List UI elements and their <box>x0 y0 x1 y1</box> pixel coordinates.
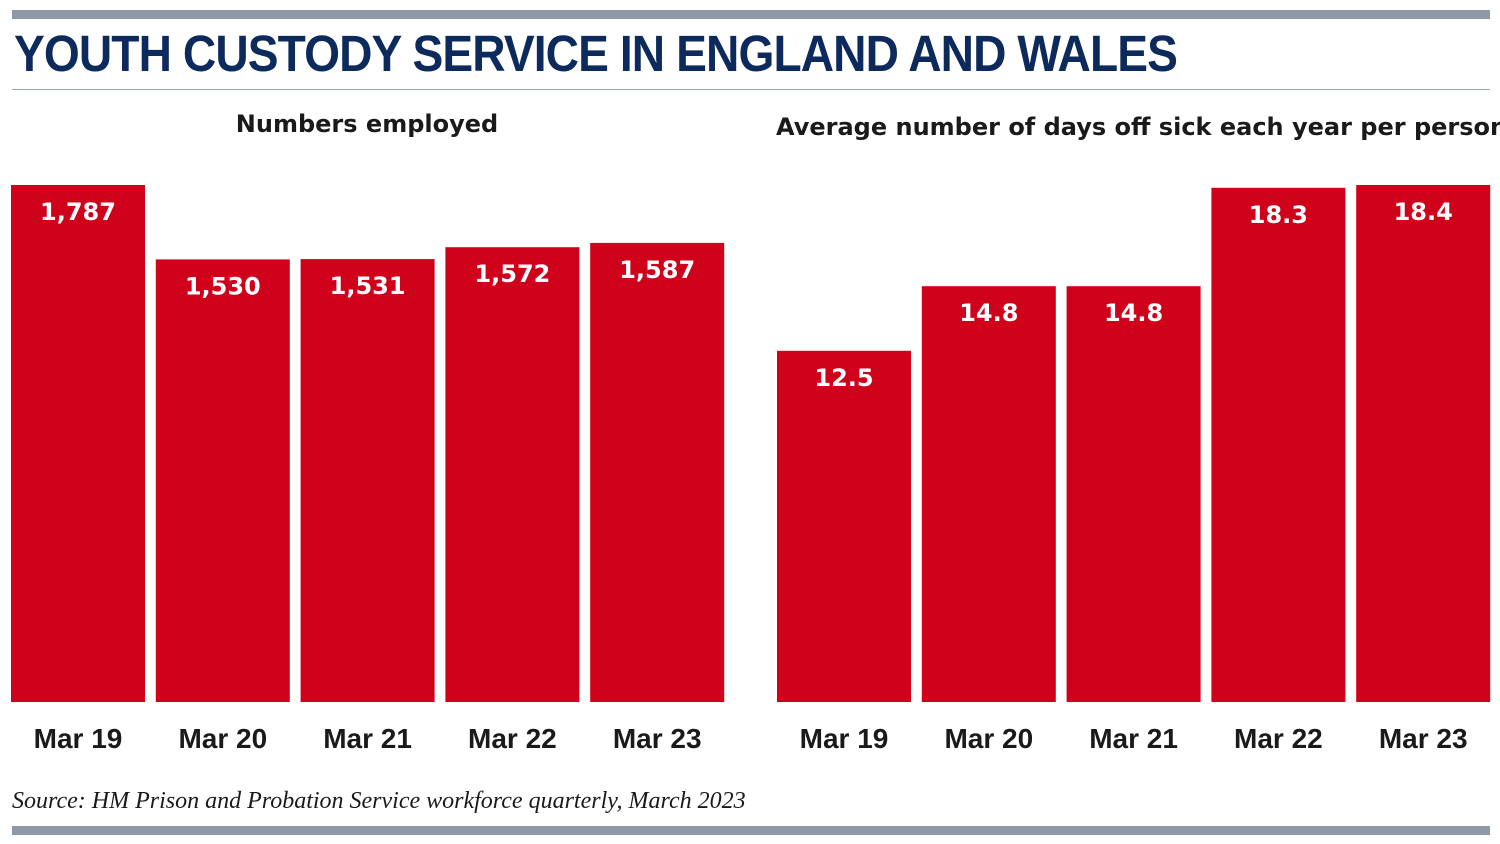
category-label: Mar 20 <box>944 723 1033 754</box>
bar-value-label: 14.8 <box>959 299 1018 327</box>
headline-divider <box>12 89 1490 90</box>
category-label: Mar 19 <box>34 723 123 754</box>
chart-numbers-employed: Numbers employed 1,787 Mar 19 1,530 Mar 20 1… <box>10 100 724 780</box>
bar-mar-21 <box>1067 286 1201 702</box>
chart-days-off-sick: Average number of days off sick each yea… <box>776 100 1492 780</box>
category-label: Mar 22 <box>1234 723 1323 754</box>
bar-chart-svg: 1,787 Mar 19 1,530 Mar 20 1,531 Mar 21 1,572 Ma… <box>10 100 724 780</box>
bar-chart-svg: 12.5 Mar 19 14.8 Mar 20 14.8 Mar 21 18.3 Mar 22… <box>776 100 1492 780</box>
bottom-rule <box>12 826 1490 835</box>
bar-value-label: 18.4 <box>1394 198 1453 226</box>
category-label: Mar 22 <box>468 723 557 754</box>
bar-mar-20 <box>156 259 290 702</box>
bar-mar-22 <box>445 247 579 702</box>
bar-mar-23 <box>590 243 724 702</box>
category-label: Mar 23 <box>1379 723 1468 754</box>
bar-value-label: 1,531 <box>330 272 406 300</box>
bar-value-label: 1,572 <box>474 260 550 288</box>
source-note: Source: HM Prison and Probation Service … <box>12 788 746 815</box>
category-label: Mar 21 <box>1089 723 1178 754</box>
bar-value-label: 1,587 <box>619 256 695 284</box>
bar-value-label: 12.5 <box>814 364 873 392</box>
category-label: Mar 20 <box>178 723 267 754</box>
category-label: Mar 23 <box>613 723 702 754</box>
bar-value-label: 1,530 <box>185 272 261 300</box>
bar-mar-23 <box>1356 185 1490 702</box>
bar-value-label: 18.3 <box>1249 201 1308 229</box>
bar-mar-19 <box>11 185 145 702</box>
category-label: Mar 19 <box>800 723 889 754</box>
bar-mar-20 <box>922 286 1056 702</box>
bar-value-label: 1,787 <box>40 198 116 226</box>
headline: YOUTH CUSTODY SERVICE IN ENGLAND AND WAL… <box>14 22 1177 86</box>
top-rule <box>12 10 1490 19</box>
bar-mar-22 <box>1211 188 1345 702</box>
bar-mar-21 <box>301 259 435 702</box>
bar-value-label: 14.8 <box>1104 299 1163 327</box>
category-label: Mar 21 <box>323 723 412 754</box>
bar-mar-19 <box>777 351 911 702</box>
